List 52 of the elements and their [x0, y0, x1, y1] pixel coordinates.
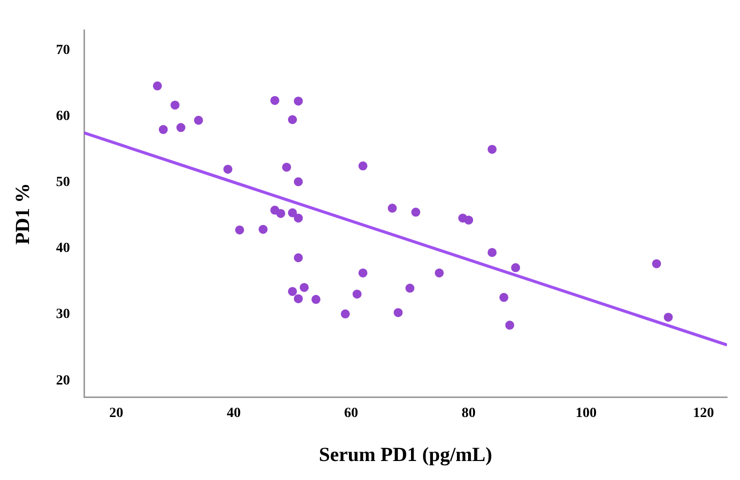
point [288, 115, 297, 124]
point [358, 268, 368, 278]
point [176, 123, 186, 132]
point [388, 204, 397, 213]
point [158, 125, 168, 134]
point [464, 216, 474, 225]
point [294, 96, 303, 106]
point [223, 164, 232, 174]
point [294, 214, 303, 223]
point [511, 263, 520, 272]
y-tick-label: 40 [56, 241, 70, 256]
point [434, 268, 444, 278]
point [282, 162, 292, 172]
point [394, 308, 403, 318]
y-tick-label: 70 [56, 42, 70, 58]
point [288, 208, 297, 218]
y-axis-title: PD1 % [12, 182, 34, 245]
x-tick-label: 120 [693, 406, 714, 422]
y-tick-label: 20 [56, 373, 70, 388]
point [152, 81, 162, 90]
x-tick-label: 20 [109, 406, 124, 422]
y-tick-label: 50 [56, 175, 70, 190]
x-tick-label: 60 [344, 406, 358, 422]
point [258, 224, 268, 234]
point [270, 96, 280, 105]
point [294, 177, 303, 186]
point [170, 100, 180, 110]
y-tick-label: 30 [56, 307, 70, 322]
point [194, 116, 204, 125]
point [358, 161, 368, 170]
x-tick-label: 100 [576, 406, 597, 422]
point [294, 294, 303, 304]
point [664, 312, 673, 322]
point [652, 259, 662, 268]
point [300, 282, 309, 292]
point [405, 284, 414, 293]
point [411, 208, 420, 217]
point [288, 286, 297, 296]
point [340, 309, 350, 318]
point [488, 144, 497, 154]
point [235, 225, 244, 234]
point [276, 208, 286, 218]
point [505, 320, 514, 330]
x-tick-label: 80 [462, 406, 476, 422]
y-tick-label: 60 [56, 108, 70, 124]
x-tick-label: 40 [226, 406, 241, 422]
point [499, 292, 508, 302]
x-axis-title: Serum PD1 (pg/mL) [318, 444, 492, 466]
point [352, 290, 362, 299]
point [488, 248, 497, 257]
point [311, 294, 320, 304]
point [294, 253, 303, 262]
